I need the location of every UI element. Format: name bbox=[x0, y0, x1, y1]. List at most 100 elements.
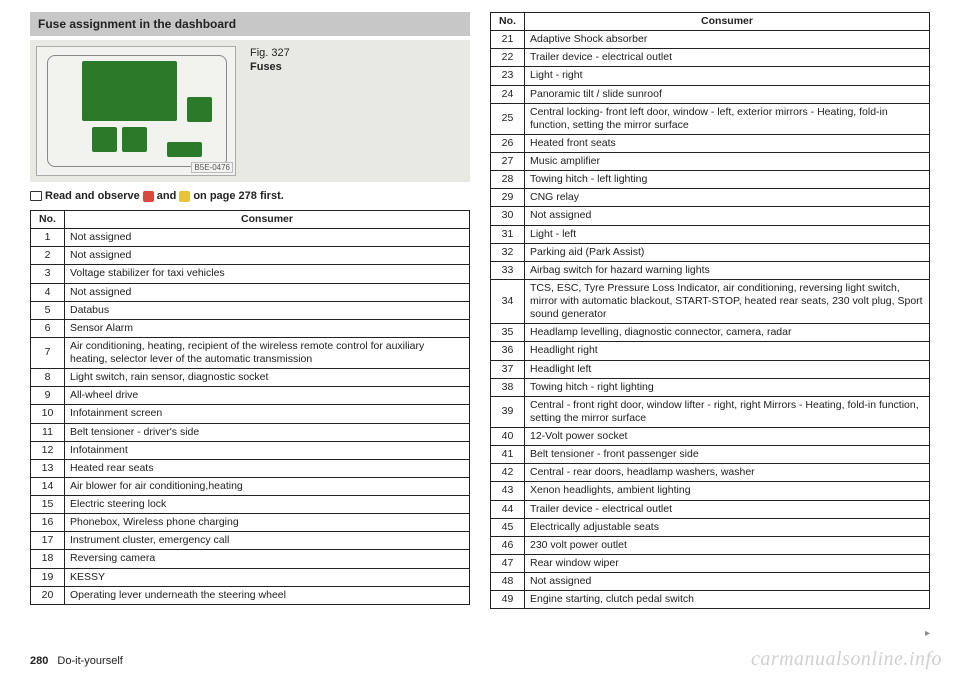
cell-no: 30 bbox=[491, 207, 525, 225]
cell-consumer: Heated front seats bbox=[525, 134, 930, 152]
cell-no: 15 bbox=[31, 496, 65, 514]
cell-consumer: 230 volt power outlet bbox=[525, 536, 930, 554]
cell-consumer: Not assigned bbox=[65, 229, 470, 247]
cell-consumer: Air conditioning, heating, recipient of … bbox=[65, 337, 470, 368]
cell-no: 24 bbox=[491, 85, 525, 103]
table-row: 31Light - left bbox=[491, 225, 930, 243]
cell-consumer: Belt tensioner - driver's side bbox=[65, 423, 470, 441]
figure-code: B5E-0476 bbox=[191, 162, 233, 173]
cell-no: 9 bbox=[31, 387, 65, 405]
cell-no: 25 bbox=[491, 103, 525, 134]
cell-consumer: Not assigned bbox=[525, 207, 930, 225]
table-row: 2Not assigned bbox=[31, 247, 470, 265]
table-row: 7Air conditioning, heating, recipient of… bbox=[31, 337, 470, 368]
fuse-area-3 bbox=[122, 127, 147, 152]
cell-no: 46 bbox=[491, 536, 525, 554]
cell-no: 31 bbox=[491, 225, 525, 243]
cell-no: 16 bbox=[31, 514, 65, 532]
page-columns: Fuse assignment in the dashboard B5E-047… bbox=[0, 0, 960, 609]
cell-no: 34 bbox=[491, 279, 525, 323]
cell-consumer: Light - right bbox=[525, 67, 930, 85]
cell-consumer: Phonebox, Wireless phone charging bbox=[65, 514, 470, 532]
fuse-area-4 bbox=[167, 142, 202, 157]
cell-no: 22 bbox=[491, 49, 525, 67]
cell-no: 43 bbox=[491, 482, 525, 500]
cell-consumer: Databus bbox=[65, 301, 470, 319]
cell-consumer: Not assigned bbox=[65, 247, 470, 265]
cell-no: 41 bbox=[491, 446, 525, 464]
cell-consumer: Heated rear seats bbox=[65, 459, 470, 477]
cell-no: 26 bbox=[491, 134, 525, 152]
table-header-row: No. Consumer bbox=[31, 211, 470, 229]
table-row: 49Engine starting, clutch pedal switch bbox=[491, 591, 930, 609]
table-row: 1Not assigned bbox=[31, 229, 470, 247]
table-row: 21Adaptive Shock absorber bbox=[491, 31, 930, 49]
cell-no: 8 bbox=[31, 369, 65, 387]
figure-title: Fuses bbox=[250, 60, 290, 74]
cell-no: 3 bbox=[31, 265, 65, 283]
cell-consumer: Air blower for air conditioning,heating bbox=[65, 477, 470, 495]
table-row: 5Databus bbox=[31, 301, 470, 319]
cell-no: 33 bbox=[491, 261, 525, 279]
cell-no: 36 bbox=[491, 342, 525, 360]
cell-consumer: TCS, ESC, Tyre Pressure Loss Indicator, … bbox=[525, 279, 930, 323]
cell-no: 35 bbox=[491, 324, 525, 342]
col-header-consumer: Consumer bbox=[525, 13, 930, 31]
col-header-consumer: Consumer bbox=[65, 211, 470, 229]
table-row: 12Infotainment bbox=[31, 441, 470, 459]
fuse-area-2 bbox=[92, 127, 117, 152]
table-row: 26Heated front seats bbox=[491, 134, 930, 152]
table-row: 32Parking aid (Park Assist) bbox=[491, 243, 930, 261]
cell-no: 17 bbox=[31, 532, 65, 550]
cell-no: 48 bbox=[491, 573, 525, 591]
cell-no: 7 bbox=[31, 337, 65, 368]
read-observe-pre: Read and observe bbox=[45, 190, 140, 202]
table-row: 27Music amplifier bbox=[491, 153, 930, 171]
cell-consumer: All-wheel drive bbox=[65, 387, 470, 405]
cell-consumer: Reversing camera bbox=[65, 550, 470, 568]
read-observe-post: on page 278 first. bbox=[193, 190, 283, 202]
table-row: 10Infotainment screen bbox=[31, 405, 470, 423]
cell-consumer: Central - front right door, window lifte… bbox=[525, 396, 930, 427]
table-row: 24Panoramic tilt / slide sunroof bbox=[491, 85, 930, 103]
cell-no: 5 bbox=[31, 301, 65, 319]
table-row: 3Voltage stabilizer for taxi vehicles bbox=[31, 265, 470, 283]
cell-consumer: Towing hitch - left lighting bbox=[525, 171, 930, 189]
cell-consumer: Trailer device - electrical outlet bbox=[525, 500, 930, 518]
cell-consumer: Headlight right bbox=[525, 342, 930, 360]
cell-consumer: KESSY bbox=[65, 568, 470, 586]
cell-consumer: Headlight left bbox=[525, 360, 930, 378]
table-row: 39Central - front right door, window lif… bbox=[491, 396, 930, 427]
table-row: 37Headlight left bbox=[491, 360, 930, 378]
cell-consumer: Infotainment bbox=[65, 441, 470, 459]
table-row: 14Air blower for air conditioning,heatin… bbox=[31, 477, 470, 495]
table-body-right: 21Adaptive Shock absorber22 Trailer devic… bbox=[491, 31, 930, 609]
table-row: 30Not assigned bbox=[491, 207, 930, 225]
table-row: 4012-Volt power socket bbox=[491, 428, 930, 446]
warning-yellow-icon bbox=[179, 191, 190, 202]
table-row: 8Light switch, rain sensor, diagnostic s… bbox=[31, 369, 470, 387]
cell-no: 4 bbox=[31, 283, 65, 301]
table-header-row: No. Consumer bbox=[491, 13, 930, 31]
table-row: 19KESSY bbox=[31, 568, 470, 586]
table-row: 23Light - right bbox=[491, 67, 930, 85]
table-row: 18Reversing camera bbox=[31, 550, 470, 568]
section-header: Fuse assignment in the dashboard bbox=[30, 12, 470, 36]
table-row: 45Electrically adjustable seats bbox=[491, 518, 930, 536]
table-row: 33Airbag switch for hazard warning light… bbox=[491, 261, 930, 279]
table-row: 46230 volt power outlet bbox=[491, 536, 930, 554]
cell-consumer: Not assigned bbox=[525, 573, 930, 591]
cell-no: 21 bbox=[491, 31, 525, 49]
cell-consumer: Light switch, rain sensor, diagnostic so… bbox=[65, 369, 470, 387]
cell-no: 10 bbox=[31, 405, 65, 423]
table-row: 15Electric steering lock bbox=[31, 496, 470, 514]
cell-no: 14 bbox=[31, 477, 65, 495]
cell-consumer: Infotainment screen bbox=[65, 405, 470, 423]
cell-consumer: Towing hitch - right lighting bbox=[525, 378, 930, 396]
book-icon bbox=[30, 191, 42, 201]
table-row: 41Belt tensioner - front passenger side bbox=[491, 446, 930, 464]
cell-consumer: Xenon headlights, ambient lighting bbox=[525, 482, 930, 500]
table-row: 34TCS, ESC, Tyre Pressure Loss Indicator… bbox=[491, 279, 930, 323]
cell-no: 45 bbox=[491, 518, 525, 536]
cell-consumer: Belt tensioner - front passenger side bbox=[525, 446, 930, 464]
